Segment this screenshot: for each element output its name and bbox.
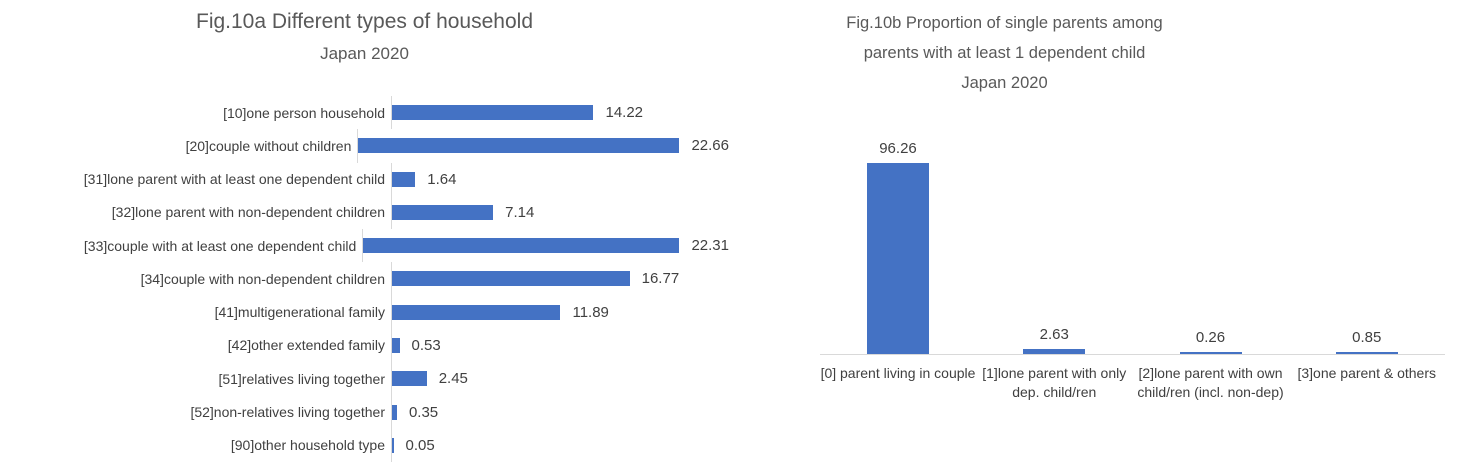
chart-a-value-label: 11.89 xyxy=(572,303,609,321)
chart-a-bar-area: 16.77 xyxy=(391,262,729,296)
chart-a-row: [51]relatives living together 2.45 xyxy=(0,362,729,396)
chart-a-value-label: 16.77 xyxy=(641,270,680,288)
chart-a-row: [33]couple with at least one dependent c… xyxy=(0,229,729,263)
chart-a-bar-area: 22.66 xyxy=(357,129,729,163)
chart-a-bar-area: 0.05 xyxy=(391,428,729,462)
chart-b-bar xyxy=(1023,348,1086,354)
chart-a-category-label: [90]other household type xyxy=(230,437,385,454)
chart-a-row: [32]lone parent with non-dependent child… xyxy=(0,195,729,230)
chart-a-category-label: [33]couple with at least one dependent c… xyxy=(83,237,357,254)
chart-b-value-label: 0.85 xyxy=(1352,329,1382,346)
chart-a-bar-area: 14.22 xyxy=(391,96,729,130)
chart-b-x-axis-line xyxy=(820,354,1445,355)
chart-a-value-label: 22.66 xyxy=(691,137,729,155)
chart-a-bar xyxy=(392,171,416,187)
chart-b-bar xyxy=(867,163,929,354)
chart-a-row: [10]one person household 14.22 xyxy=(0,96,729,130)
chart-a-row: [90]other household type 0.05 xyxy=(0,428,729,462)
chart-a-bar xyxy=(392,437,394,453)
chart-a-bar-area: 1.64 xyxy=(391,162,729,196)
chart-b-category-label: [3]one parent & others xyxy=(1297,365,1437,381)
chart-a-bar-area: 0.53 xyxy=(391,328,729,363)
chart-household-types: Fig.10a Different types of household Jap… xyxy=(0,10,729,462)
chart-a-value-label: 7.14 xyxy=(505,203,535,221)
chart-a-value-label: 2.45 xyxy=(438,370,468,388)
chart-b-title-line-1: Fig.10b Proportion of single parents amo… xyxy=(846,14,1163,32)
chart-a-plot-area: [10]one person household 14.22 [20]couple … xyxy=(0,96,729,462)
chart-a-row: [31]lone parent with at least one depend… xyxy=(0,162,729,196)
chart-a-category-label: [52]non-relatives living together xyxy=(190,404,385,421)
chart-b-bar xyxy=(1335,352,1398,354)
chart-b-slot: 0.26 xyxy=(1133,0,1289,354)
chart-b-category-label: [0] parent living in couple xyxy=(820,365,976,381)
chart-a-bar-area: 0.35 xyxy=(391,395,729,429)
chart-a-title: Fig.10a Different types of household xyxy=(196,10,533,33)
chart-a-value-label: 1.64 xyxy=(427,170,457,188)
chart-b-value-label: 2.63 xyxy=(1039,325,1069,343)
chart-a-category-label: [34]couple with non-dependent children xyxy=(140,270,385,287)
chart-b-slot: 2.63 xyxy=(976,0,1132,354)
chart-a-bar xyxy=(363,238,680,254)
chart-a-bar xyxy=(392,404,397,420)
chart-a-bar xyxy=(392,105,594,121)
chart-a-bar xyxy=(392,371,427,387)
chart-a-bar xyxy=(392,304,561,320)
chart-b-plot-area: 96.26 [0] parent living in couple 2.63 [1]l… xyxy=(820,0,1445,470)
chart-b-category-label: [2]lone parent with own child/ren (incl.… xyxy=(1137,365,1284,400)
chart-a-row: [34]couple with non-dependent children 16… xyxy=(0,262,729,296)
chart-a-bar-area: 7.14 xyxy=(391,195,729,230)
chart-a-bar xyxy=(392,271,630,287)
chart-a-row: [20]couple without children 22.66 xyxy=(0,129,729,163)
chart-a-value-label: 22.31 xyxy=(691,237,729,255)
chart-b-value-label: 96.26 xyxy=(879,140,917,158)
chart-a-value-label: 0.35 xyxy=(408,403,439,421)
chart-a-bar xyxy=(358,138,680,154)
chart-a-bar xyxy=(392,337,400,353)
chart-single-parents: Fig.10b Proportion of single parents amo… xyxy=(729,0,1458,470)
chart-a-category-label: [10]one person household xyxy=(223,104,385,121)
chart-b-title-line-2: parents with at least 1 dependent child xyxy=(863,44,1146,62)
chart-a-value-label: 0.53 xyxy=(411,336,441,354)
chart-a-category-label: [20]couple without children xyxy=(185,137,352,154)
chart-a-row: [41]multigenerational family 11.89 xyxy=(0,295,729,329)
chart-a-bar-area: 2.45 xyxy=(391,362,729,396)
chart-a-bar-area: 22.31 xyxy=(362,229,729,263)
chart-a-bar xyxy=(392,204,494,220)
chart-a-category-label: [32]lone parent with non-dependent child… xyxy=(111,204,385,221)
chart-b-value-label: 0.26 xyxy=(1195,329,1226,346)
chart-a-category-label: [31]lone parent with at least one depend… xyxy=(83,171,385,188)
chart-a-category-label: [41]multigenerational family xyxy=(214,304,385,321)
chart-a-row: [52]non-relatives living together 0.35 xyxy=(0,395,729,429)
chart-a-bar-area: 11.89 xyxy=(391,295,729,329)
chart-a-value-label: 14.22 xyxy=(605,104,644,122)
chart-a-subtitle: Japan 2020 xyxy=(320,44,409,63)
chart-b-title-line-3: Japan 2020 xyxy=(961,74,1048,92)
chart-a-category-label: [51]relatives living together xyxy=(218,370,385,387)
chart-b-slot: 0.85 xyxy=(1289,0,1445,354)
chart-a-category-label: [42]other extended family xyxy=(227,337,385,354)
chart-b-title: Fig.10b Proportion of single parents amo… xyxy=(729,8,1280,98)
chart-a-row: [42]other extended family 0.53 xyxy=(0,328,729,363)
chart-b-category-label: [1]lone parent with only dep. child/ren xyxy=(982,365,1127,400)
chart-b-slot: 96.26 xyxy=(820,0,976,354)
chart-b-bar xyxy=(1179,352,1242,354)
chart-a-value-label: 0.05 xyxy=(405,436,435,454)
